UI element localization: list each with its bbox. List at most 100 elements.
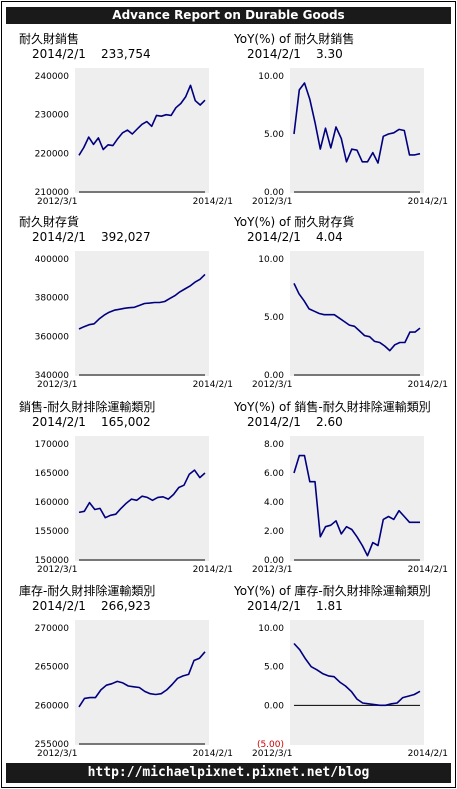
chart-svg: 0.00 5.00 10.00 2012/3/1 2014/2/1 — [252, 251, 448, 390]
panel-title: 耐久財存貨 — [19, 215, 80, 229]
y-tick-label: 0.00 — [264, 701, 284, 711]
x-end-label: 2014/2/1 — [408, 749, 448, 759]
y-tick-label: 4.00 — [264, 498, 284, 508]
chart-svg: 0.00 5.00 10.00 2012/3/1 2014/2/1 — [252, 68, 448, 207]
y-tick-label: (5.00) — [257, 740, 284, 750]
y-tick-label: 265000 — [35, 663, 70, 673]
footer-url: http://michaelpixnet.pixnet.net/blog — [6, 763, 451, 783]
y-tick-label: 170000 — [35, 440, 70, 450]
x-start-label: 2012/3/1 — [252, 197, 292, 207]
line-chart: 210000 220000 230000 240000 2012/3/1 2014/2/1 — [17, 65, 235, 208]
y-tick-label: 5.00 — [264, 313, 284, 323]
x-end-label: 2014/2/1 — [193, 749, 233, 759]
chart-svg: 210000 220000 230000 240000 2012/3/1 2014/2/1 — [35, 68, 233, 207]
chart-svg: 150000 155000 160000 165000 170000 2012/3/1 20… — [35, 436, 233, 575]
x-end-label: 2014/2/1 — [408, 197, 448, 207]
y-tick-label: 255000 — [35, 740, 70, 750]
line-chart: 0.00 5.00 10.00 2012/3/1 2014/2/1 — [232, 65, 450, 208]
panel-inventory-ex-transport: 庫存-耐久財排除運輸類別 2014/2/1 266,923 255000 2600… — [17, 582, 235, 760]
series-line — [78, 273, 206, 330]
line-chart: 0.00 2.00 4.00 6.00 8.00 2012/3/1 2014/2/1 — [232, 433, 450, 576]
y-tick-label: 260000 — [35, 701, 70, 711]
plot-area — [75, 68, 209, 193]
y-tick-label: 240000 — [35, 72, 70, 82]
panel-durable-inventory-yoy: YoY(%) of 耐久財存貨 2014/2/1 4.04 0.00 5.00 10… — [232, 213, 450, 391]
y-tick-label: 360000 — [35, 332, 70, 342]
panel-title: 庫存-耐久財排除運輸類別 — [19, 584, 156, 598]
y-tick-label: 150000 — [35, 556, 70, 566]
panel-durable-sales: 耐久財銷售 2014/2/1 233,754 210000 220000 23000… — [17, 30, 235, 208]
panel-latest-value: 1.81 — [316, 599, 343, 613]
x-start-label: 2012/3/1 — [37, 197, 77, 207]
y-tick-label: 6.00 — [264, 469, 284, 479]
panel-date: 2014/2/1 — [32, 599, 86, 613]
panel-title: 銷售-耐久財排除運輸類別 — [19, 400, 156, 414]
series-line — [78, 469, 206, 519]
series-line — [293, 642, 421, 707]
panel-latest-value: 233,754 — [101, 47, 151, 61]
series-line — [78, 84, 206, 156]
x-start-label: 2012/3/1 — [252, 749, 292, 759]
x-end-label: 2014/2/1 — [193, 197, 233, 207]
panel-title: YoY(%) of 銷售-耐久財排除運輸類別 — [234, 400, 431, 414]
panel-title: YoY(%) of 耐久財銷售 — [234, 32, 355, 46]
panel-inventory-ex-transport-yoy: YoY(%) of 庫存-耐久財排除運輸類別 2014/2/1 1.81 (5.… — [232, 582, 450, 760]
x-end-label: 2014/2/1 — [408, 565, 448, 575]
plot-area — [290, 436, 424, 561]
y-tick-label: 155000 — [35, 527, 70, 537]
panel-latest-value: 392,027 — [101, 230, 151, 244]
series-line — [293, 283, 421, 352]
panel-title: YoY(%) of 耐久財存貨 — [234, 215, 355, 229]
chart-svg: 340000 360000 380000 400000 2012/3/1 2014/2/1 — [35, 251, 233, 390]
line-chart: 0.00 5.00 10.00 2012/3/1 2014/2/1 — [232, 248, 450, 391]
panel-date: 2014/2/1 — [247, 415, 301, 429]
line-chart: (5.00) 0.00 5.00 10.00 2012/3/1 2014/2/1 — [232, 617, 450, 760]
y-tick-label: 10.00 — [258, 72, 284, 82]
plot-area — [290, 620, 424, 745]
line-chart: 150000 155000 160000 165000 170000 2012/3/1 20… — [17, 433, 235, 576]
y-tick-label: 8.00 — [264, 440, 284, 450]
y-tick-label: 0.00 — [264, 188, 284, 198]
series-line — [293, 82, 421, 164]
panel-date: 2014/2/1 — [32, 47, 86, 61]
x-end-label: 2014/2/1 — [408, 380, 448, 390]
line-chart: 255000 260000 265000 270000 2012/3/1 2014/2/1 — [17, 617, 235, 760]
panel-date: 2014/2/1 — [32, 230, 86, 244]
panel-sales-ex-transport-yoy: YoY(%) of 銷售-耐久財排除運輸類別 2014/2/1 2.60 0.0… — [232, 398, 450, 576]
y-tick-label: 380000 — [35, 294, 70, 304]
panel-date: 2014/2/1 — [247, 230, 301, 244]
x-start-label: 2012/3/1 — [37, 565, 77, 575]
panel-latest-value: 3.30 — [316, 47, 343, 61]
x-start-label: 2012/3/1 — [252, 565, 292, 575]
y-tick-label: 0.00 — [264, 556, 284, 566]
chart-svg: 0.00 2.00 4.00 6.00 8.00 2012/3/1 2014/2/1 — [252, 436, 448, 575]
plot-area — [75, 620, 209, 745]
panel-date: 2014/2/1 — [247, 47, 301, 61]
chart-svg: 255000 260000 265000 270000 2012/3/1 2014/2/1 — [35, 620, 233, 759]
y-tick-label: 210000 — [35, 188, 70, 198]
y-tick-label: 160000 — [35, 498, 70, 508]
chart-svg: (5.00) 0.00 5.00 10.00 2012/3/1 2014/2/1 — [252, 620, 448, 759]
panel-durable-inventory: 耐久財存貨 2014/2/1 392,027 340000 360000 38000… — [17, 213, 235, 391]
x-end-label: 2014/2/1 — [193, 565, 233, 575]
panel-title: YoY(%) of 庫存-耐久財排除運輸類別 — [234, 584, 431, 598]
series-line — [293, 454, 420, 557]
y-tick-label: 270000 — [35, 624, 70, 634]
y-tick-label: 400000 — [35, 255, 70, 265]
y-tick-label: 230000 — [35, 111, 70, 121]
line-chart: 340000 360000 380000 400000 2012/3/1 2014/2/1 — [17, 248, 235, 391]
plot-area — [290, 251, 424, 376]
x-start-label: 2012/3/1 — [37, 749, 77, 759]
plot-area — [75, 436, 209, 561]
panel-date: 2014/2/1 — [247, 599, 301, 613]
y-tick-label: 2.00 — [264, 527, 284, 537]
x-start-label: 2012/3/1 — [37, 380, 77, 390]
panel-sales-ex-transport: 銷售-耐久財排除運輸類別 2014/2/1 165,002 150000 1550… — [17, 398, 235, 576]
panel-latest-value: 165,002 — [101, 415, 151, 429]
x-start-label: 2012/3/1 — [252, 380, 292, 390]
y-tick-label: 10.00 — [258, 255, 284, 265]
x-end-label: 2014/2/1 — [193, 380, 233, 390]
y-tick-label: 0.00 — [264, 371, 284, 381]
y-tick-label: 165000 — [35, 469, 70, 479]
y-tick-label: 10.00 — [258, 624, 284, 634]
